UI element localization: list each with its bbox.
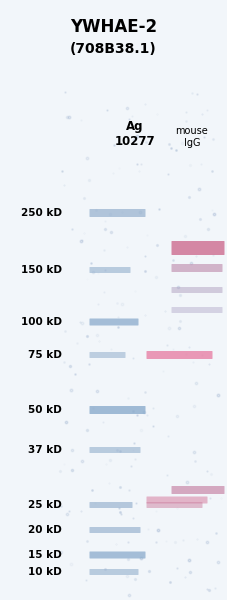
FancyBboxPatch shape [89,447,141,453]
Text: 15 kD: 15 kD [28,550,62,560]
Text: (708B38.1): (708B38.1) [70,42,157,56]
FancyBboxPatch shape [172,486,225,494]
Text: 20 kD: 20 kD [28,525,62,535]
Text: 75 kD: 75 kD [28,350,62,360]
Text: 10 kD: 10 kD [28,567,62,577]
FancyBboxPatch shape [89,502,133,508]
FancyBboxPatch shape [172,241,225,255]
FancyBboxPatch shape [146,502,202,508]
FancyBboxPatch shape [89,209,146,217]
FancyBboxPatch shape [89,267,131,273]
FancyBboxPatch shape [172,287,222,293]
FancyBboxPatch shape [146,351,212,359]
Text: 100 kD: 100 kD [21,317,62,327]
FancyBboxPatch shape [146,497,207,503]
FancyBboxPatch shape [89,319,138,325]
FancyBboxPatch shape [172,264,222,272]
Text: 25 kD: 25 kD [28,500,62,510]
Text: 37 kD: 37 kD [28,445,62,455]
FancyBboxPatch shape [89,406,146,414]
FancyBboxPatch shape [172,307,222,313]
Text: mouse
IgG: mouse IgG [175,127,208,148]
FancyBboxPatch shape [89,551,146,559]
Text: 150 kD: 150 kD [21,265,62,275]
Text: YWHAE-2: YWHAE-2 [70,18,157,36]
FancyBboxPatch shape [89,527,141,533]
Text: 250 kD: 250 kD [21,208,62,218]
Text: Ag
10277: Ag 10277 [115,120,155,148]
FancyBboxPatch shape [89,352,126,358]
FancyBboxPatch shape [89,569,138,575]
Text: 50 kD: 50 kD [28,405,62,415]
